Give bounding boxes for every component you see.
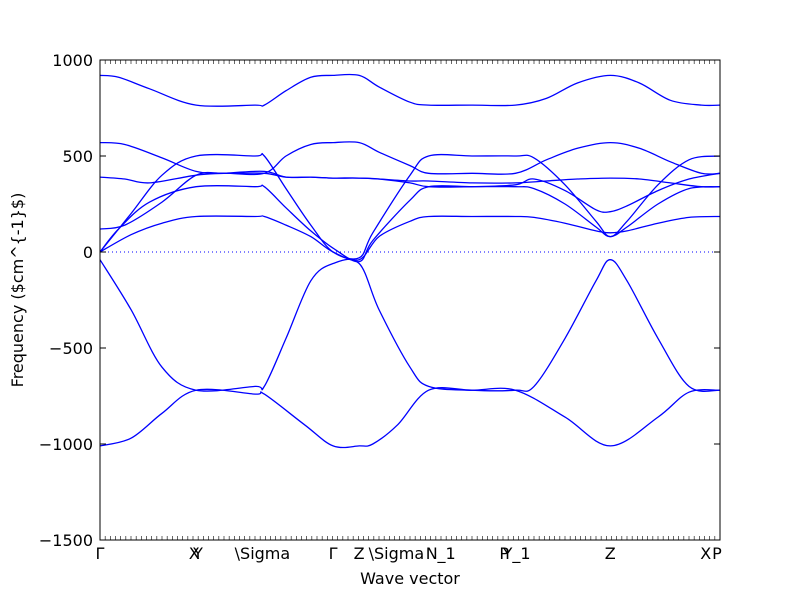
x-tick-label: Z	[605, 544, 616, 563]
x-tick-label: \Sigma	[369, 544, 425, 563]
y-tick-label: 500	[62, 147, 93, 166]
x-tick-label: P	[499, 544, 509, 563]
y-tick-label: 1000	[52, 51, 93, 70]
x-tick-label: \Sigma	[235, 544, 291, 563]
x-axis-ticks: Γ XY \Sigma Γ Z \Sigma N _1 PY_1 Z X P	[96, 60, 722, 564]
y-axis-ticks: 1000 500 0 −500 −1000 −1500	[39, 51, 720, 550]
y-axis-label: Frequency ($cm^{-1}$)	[8, 193, 27, 388]
x-tick-label: Z	[354, 544, 365, 563]
band-1	[99, 387, 721, 449]
y-tick-label: 0	[83, 243, 93, 262]
x-tick-label: Y	[192, 544, 203, 563]
band-5	[99, 152, 721, 260]
x-tick-label: Γ	[329, 544, 338, 563]
plot-frame	[99, 59, 721, 541]
x-tick-label: N	[426, 544, 438, 563]
band-7	[99, 141, 721, 188]
band-3	[99, 215, 721, 261]
dispersion-curves	[99, 73, 721, 449]
band-4	[99, 184, 721, 263]
y-tick-label: −1000	[39, 435, 93, 454]
x-axis-label: Wave vector	[360, 569, 460, 588]
band-2	[99, 258, 721, 392]
band-6	[99, 141, 721, 230]
y-tick-label: −500	[49, 339, 93, 358]
x-tick-label: Γ	[96, 544, 105, 563]
x-tick-label: _1	[436, 544, 455, 564]
x-tick-label: X	[189, 544, 200, 563]
y-tick-label: −1500	[39, 531, 93, 550]
x-tick-label: P	[712, 544, 722, 563]
band-8	[99, 170, 721, 213]
band-9	[99, 73, 721, 107]
x-tick-label: Y_1	[502, 544, 531, 564]
x-tick-label: X	[700, 544, 711, 563]
